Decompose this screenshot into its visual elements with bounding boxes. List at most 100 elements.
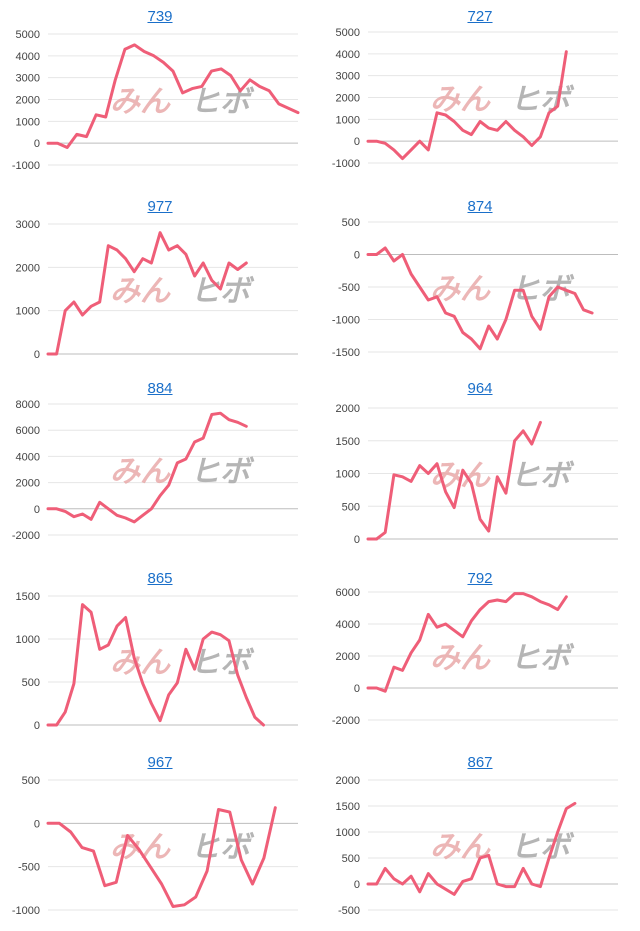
chart-title-link[interactable]: 967 xyxy=(147,754,173,771)
y-tick-label: -1000 xyxy=(12,905,40,917)
y-tick-label: 2000 xyxy=(336,403,360,415)
y-tick-label: -2000 xyxy=(12,530,40,542)
chart-title-link[interactable]: 977 xyxy=(147,198,173,215)
y-tick-label: 3000 xyxy=(16,219,40,231)
chart-panel: -2000 0 2000 4000 6000 8000 みん ヒボ 884 xyxy=(0,372,320,557)
y-tick-label: 4000 xyxy=(16,51,40,63)
series-line xyxy=(366,420,542,541)
y-tick-label: 500 xyxy=(342,501,360,513)
chart-panel: -1000 0 1000 2000 3000 4000 5000 みん ヒボ 727 xyxy=(320,0,640,185)
chart-title-link[interactable]: 739 xyxy=(147,8,173,25)
y-tick-label: 1500 xyxy=(16,591,40,603)
series-line xyxy=(46,411,248,524)
watermark-logo-part1: みん xyxy=(110,275,171,308)
series-line xyxy=(46,231,248,356)
series-line xyxy=(46,603,265,727)
series-line xyxy=(366,801,577,896)
y-tick-label: 1000 xyxy=(336,114,360,126)
y-tick-label: 5000 xyxy=(16,29,40,41)
y-tick-label: 1000 xyxy=(16,116,40,128)
y-tick-label: 2000 xyxy=(336,775,360,787)
line-chart: -2000 0 2000 4000 6000 8000 みん ヒボ xyxy=(12,399,298,542)
y-tick-label: 1000 xyxy=(16,306,40,318)
chart-title-link[interactable]: 964 xyxy=(467,380,493,397)
y-tick-label: 0 xyxy=(354,879,360,891)
y-tick-label: 8000 xyxy=(16,399,40,411)
y-tick-label: 3000 xyxy=(16,73,40,85)
y-tick-label: 0 xyxy=(354,534,360,546)
y-tick-label: 2000 xyxy=(16,478,40,490)
y-tick-label: 0 xyxy=(354,250,360,262)
y-tick-label: -1000 xyxy=(332,158,360,170)
y-tick-label: -500 xyxy=(338,905,360,917)
chart-panel: 0 500 1000 1500 みん ヒボ 865 xyxy=(0,562,320,747)
y-tick-label: -1000 xyxy=(12,160,40,172)
chart-title-link[interactable]: 792 xyxy=(467,570,493,587)
y-tick-label: 5000 xyxy=(336,27,360,39)
series-line xyxy=(46,806,277,908)
watermark-logo-part2: ヒボ xyxy=(510,831,575,864)
y-tick-label: 1000 xyxy=(16,634,40,646)
watermark-logo-part1: みん xyxy=(430,831,491,864)
y-tick-label: 0 xyxy=(34,349,40,361)
chart-panel: -1000 0 1000 2000 3000 4000 5000 みん ヒボ 739 xyxy=(0,0,320,185)
watermark-logo-part1: みん xyxy=(110,86,171,119)
line-chart: -1000 0 1000 2000 3000 4000 5000 みん ヒボ xyxy=(332,27,618,170)
y-tick-label: 1000 xyxy=(336,827,360,839)
chart-panel: 0 1000 2000 3000 みん ヒボ 977 xyxy=(0,190,320,375)
y-tick-label: 0 xyxy=(354,136,360,148)
y-tick-label: 2000 xyxy=(336,93,360,105)
y-tick-label: 3000 xyxy=(336,71,360,83)
watermark-logo-part1: みん xyxy=(110,456,171,489)
series-line xyxy=(366,592,568,693)
y-tick-label: 500 xyxy=(22,775,40,787)
y-tick-label: -500 xyxy=(18,862,40,874)
y-tick-label: 0 xyxy=(34,138,40,150)
watermark-logo-part2: ヒボ xyxy=(190,456,255,489)
watermark-logo-part2: ヒボ xyxy=(510,642,575,675)
chart-title-link[interactable]: 884 xyxy=(147,380,173,397)
line-chart: -2000 0 2000 4000 6000 みん ヒボ xyxy=(332,587,618,727)
watermark-logo-part2: ヒボ xyxy=(190,831,255,864)
y-tick-label: -1000 xyxy=(332,315,360,327)
y-tick-label: 500 xyxy=(22,677,40,689)
chart-title-link[interactable]: 874 xyxy=(467,198,493,215)
line-chart: -1000 0 1000 2000 3000 4000 5000 みん ヒボ xyxy=(12,29,300,172)
y-tick-label: 6000 xyxy=(336,587,360,599)
y-tick-label: 1500 xyxy=(336,801,360,813)
chart-panel: -500 0 500 1000 1500 2000 みん ヒボ 867 xyxy=(320,746,640,931)
chart-panel: -1000 -500 0 500 みん ヒボ 967 xyxy=(0,746,320,931)
y-tick-label: 0 xyxy=(34,818,40,830)
watermark-logo-part2: ヒボ xyxy=(510,460,575,493)
chart-title-link[interactable]: 867 xyxy=(467,754,493,771)
y-tick-label: 4000 xyxy=(336,619,360,631)
chart-panel: -1500 -1000 -500 0 500 みん ヒボ 874 xyxy=(320,190,640,375)
y-tick-label: 500 xyxy=(342,217,360,229)
y-tick-label: -2000 xyxy=(332,715,360,727)
watermark-logo-part1: みん xyxy=(110,831,171,864)
series-line xyxy=(46,43,300,149)
y-tick-label: 6000 xyxy=(16,425,40,437)
y-tick-label: 4000 xyxy=(336,49,360,61)
y-tick-label: 2000 xyxy=(336,651,360,663)
y-tick-label: -500 xyxy=(338,282,360,294)
y-tick-label: 500 xyxy=(342,853,360,865)
series-line xyxy=(366,50,568,161)
chart-panel: 0 500 1000 1500 2000 みん ヒボ 964 xyxy=(320,372,640,557)
series-line xyxy=(366,246,594,351)
chart-title-link[interactable]: 865 xyxy=(147,570,173,587)
y-tick-label: 2000 xyxy=(16,95,40,107)
chart-title-link[interactable]: 727 xyxy=(467,8,493,25)
y-tick-label: 1500 xyxy=(336,436,360,448)
line-chart: -1000 -500 0 500 みん ヒボ xyxy=(12,775,298,917)
line-chart: -500 0 500 1000 1500 2000 みん ヒボ xyxy=(336,775,618,917)
y-tick-label: -1500 xyxy=(332,347,360,359)
watermark-logo-part1: みん xyxy=(430,84,491,117)
watermark-logo-part2: ヒボ xyxy=(510,84,575,117)
y-tick-label: 1000 xyxy=(336,469,360,481)
